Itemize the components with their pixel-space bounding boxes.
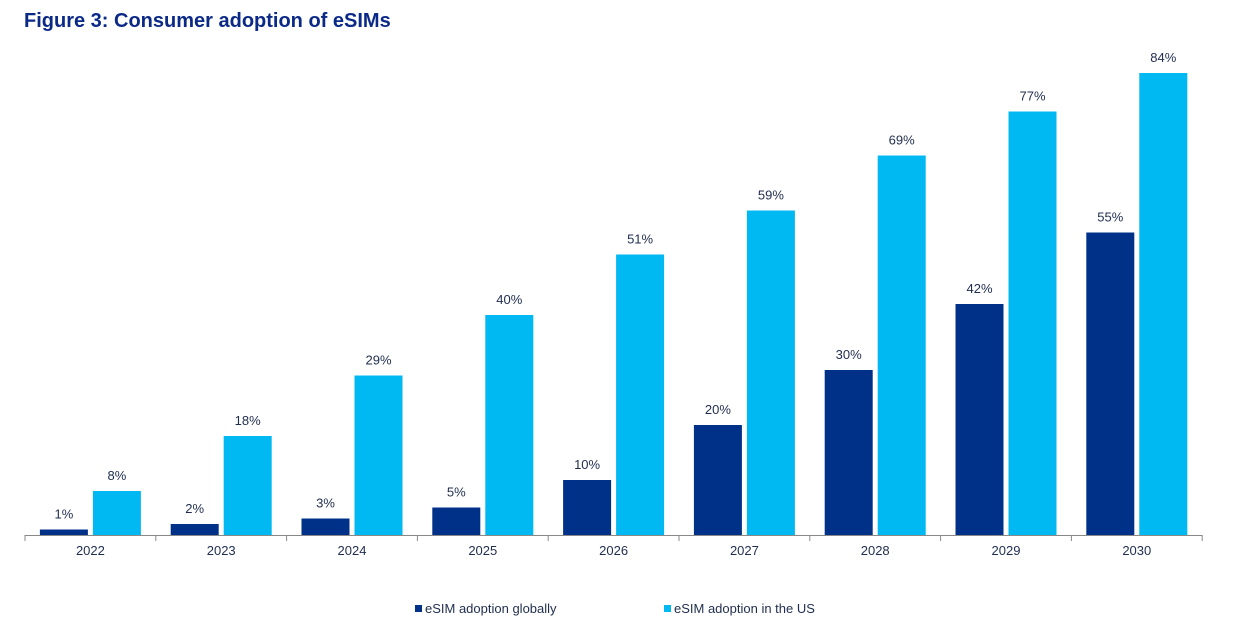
x-tick-label-2028: 2028: [861, 543, 890, 558]
value-label-global-2028: 30%: [836, 347, 862, 362]
value-label-us-2024: 29%: [365, 353, 391, 368]
bar-us-2027: [746, 210, 795, 535]
x-tick-label-2025: 2025: [468, 543, 497, 558]
x-tick-label-2030: 2030: [1122, 543, 1151, 558]
value-labels-layer: 1% 8% 2% 18% 3% 29% 5% 40% 10% 51% 20% 59% 30% 69% 42%…: [55, 50, 1177, 522]
value-label-us-2030: 84%: [1150, 50, 1176, 65]
value-label-us-2026: 51%: [627, 232, 653, 247]
bar-global-2028: [824, 370, 873, 535]
bar-global-2024: [301, 518, 350, 535]
value-label-global-2030: 55%: [1097, 210, 1123, 225]
value-label-global-2022: 1%: [55, 507, 74, 522]
x-tick-label-2023: 2023: [207, 543, 236, 558]
legend-item-us: eSIM adoption in the US: [664, 601, 815, 616]
chart-title: Figure 3: Consumer adoption of eSIMs: [24, 10, 391, 32]
value-label-global-2029: 42%: [966, 281, 992, 296]
bar-global-2025: [432, 507, 481, 535]
bar-us-2023: [223, 436, 272, 535]
value-label-global-2026: 10%: [574, 457, 600, 472]
legend-label-global: eSIM adoption globally: [425, 601, 557, 616]
bar-global-2022: [39, 529, 88, 535]
bar-global-2026: [563, 480, 612, 535]
legend-swatch-global: [415, 605, 422, 612]
bar-us-2030: [1139, 73, 1188, 535]
bars-layer: [39, 73, 1188, 535]
legend-label-us: eSIM adoption in the US: [674, 601, 815, 616]
x-tick-label-2027: 2027: [730, 543, 759, 558]
bar-us-2028: [877, 155, 926, 535]
value-label-us-2027: 59%: [758, 188, 784, 203]
value-label-us-2029: 77%: [1019, 89, 1045, 104]
value-label-us-2028: 69%: [889, 133, 915, 148]
bar-us-2029: [1008, 111, 1057, 535]
x-tick-label-2022: 2022: [76, 543, 105, 558]
x-axis-ticks: [24, 535, 1203, 541]
bar-global-2030: [1086, 232, 1135, 535]
bar-global-2029: [955, 304, 1004, 535]
legend-item-global: eSIM adoption globally: [415, 601, 557, 616]
bar-chart: 1% 8% 2% 18% 3% 29% 5% 40% 10% 51% 20% 59% 30% 69% 42%…: [24, 50, 1203, 558]
bar-us-2024: [354, 375, 403, 535]
value-label-global-2025: 5%: [447, 485, 466, 500]
value-label-us-2023: 18%: [235, 413, 261, 428]
value-label-global-2027: 20%: [705, 402, 731, 417]
value-label-us-2025: 40%: [496, 292, 522, 307]
legend-swatch-us: [664, 605, 671, 612]
bar-global-2023: [170, 524, 219, 535]
bar-us-2026: [616, 254, 665, 535]
bar-us-2022: [92, 491, 141, 535]
bar-us-2025: [485, 315, 534, 535]
value-label-global-2024: 3%: [316, 496, 335, 511]
x-tick-label-2024: 2024: [338, 543, 367, 558]
x-tick-label-2029: 2029: [992, 543, 1021, 558]
legend: eSIM adoption globally eSIM adoption in …: [0, 601, 1243, 621]
value-label-global-2023: 2%: [185, 501, 204, 516]
x-axis-labels: 2022 2023 2024 2025 2026 2027 2028 2029 2030: [76, 543, 1151, 558]
bar-global-2027: [693, 425, 742, 535]
value-label-us-2022: 8%: [108, 468, 127, 483]
x-tick-label-2026: 2026: [599, 543, 628, 558]
